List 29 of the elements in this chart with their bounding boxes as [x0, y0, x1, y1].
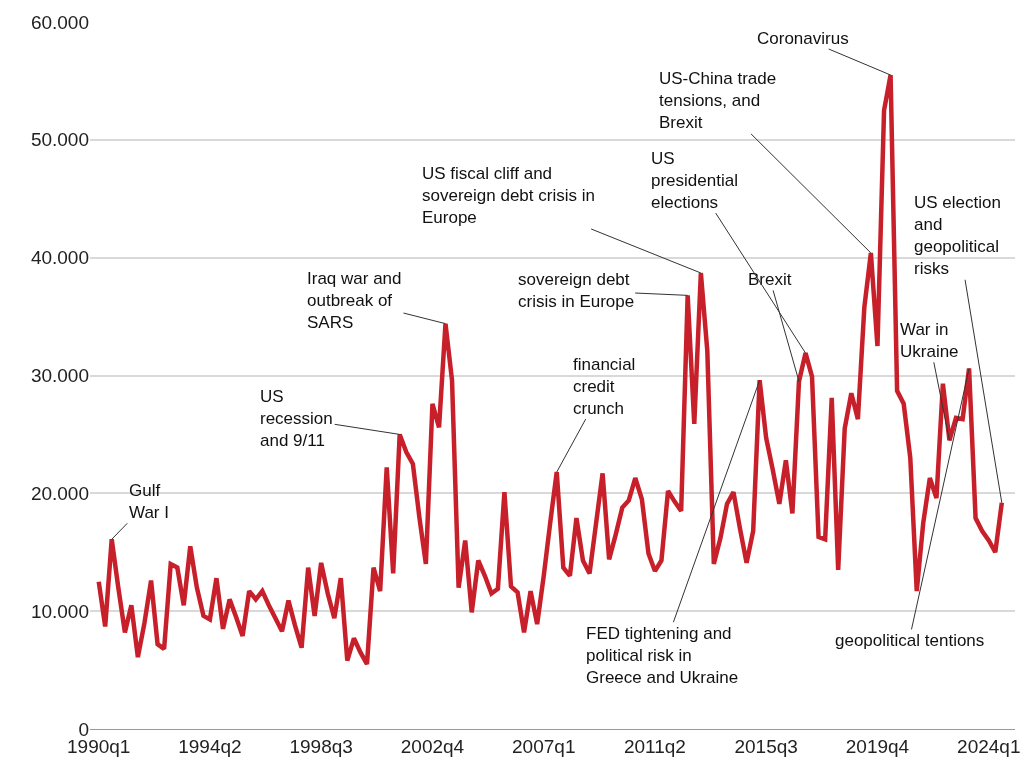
- annotation: War in Ukraine: [900, 320, 959, 362]
- annotation: Coronavirus: [757, 29, 849, 48]
- annotation: Brexit: [748, 270, 792, 289]
- annotation: US-China trade tensions, and Brexit: [659, 69, 777, 133]
- y-tick-label: 30.000: [30, 365, 89, 387]
- annotation: US election and geopolitical risks: [914, 193, 1001, 279]
- y-tick-label: 10.000: [30, 600, 89, 622]
- x-tick-label: 2015q3: [734, 735, 798, 757]
- annotation: sovereign debt crisis in Europe: [518, 270, 635, 312]
- x-tick-label: 2024q1: [957, 735, 1021, 757]
- y-tick-label: 20.000: [30, 482, 89, 504]
- line-series: [96, 72, 1005, 667]
- y-tick-label: 60.000: [30, 11, 89, 33]
- annotation: Iraq war and outbreak of SARS: [307, 269, 402, 333]
- x-tick-label: 1994q2: [178, 735, 242, 757]
- x-tick-label: 2002q4: [400, 735, 465, 757]
- y-tick-label: 50.000: [30, 129, 89, 151]
- annotation: financial credit crunch: [573, 355, 636, 419]
- annotation: US recession and 9/11: [260, 387, 333, 451]
- annotation: US fiscal cliff and sovereign debt crisis in Europe: [422, 164, 595, 228]
- annotation: FED tightening and political risk in Greece and Ukraine: [586, 624, 739, 688]
- annotation: geopolitical tentions: [835, 631, 985, 650]
- annotation: Gulf War I: [129, 481, 169, 523]
- y-tick-label: 40.000: [30, 247, 89, 269]
- x-tick-label: 2011q2: [623, 735, 686, 757]
- x-tick-label: 1998q3: [289, 735, 353, 757]
- annotation: US presidential elections: [651, 149, 738, 213]
- x-tick-label: 2019q4: [845, 735, 910, 757]
- x-tick-label: 2007q1: [512, 735, 576, 757]
